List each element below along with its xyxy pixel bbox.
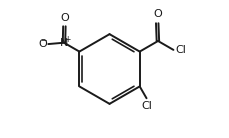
- Text: N: N: [60, 38, 68, 48]
- Text: O: O: [152, 9, 161, 19]
- Text: O: O: [38, 39, 47, 49]
- Text: Cl: Cl: [175, 45, 185, 55]
- Text: Cl: Cl: [141, 101, 152, 111]
- Text: O: O: [60, 13, 68, 23]
- Text: +: +: [64, 35, 70, 44]
- Text: −: −: [40, 36, 47, 45]
